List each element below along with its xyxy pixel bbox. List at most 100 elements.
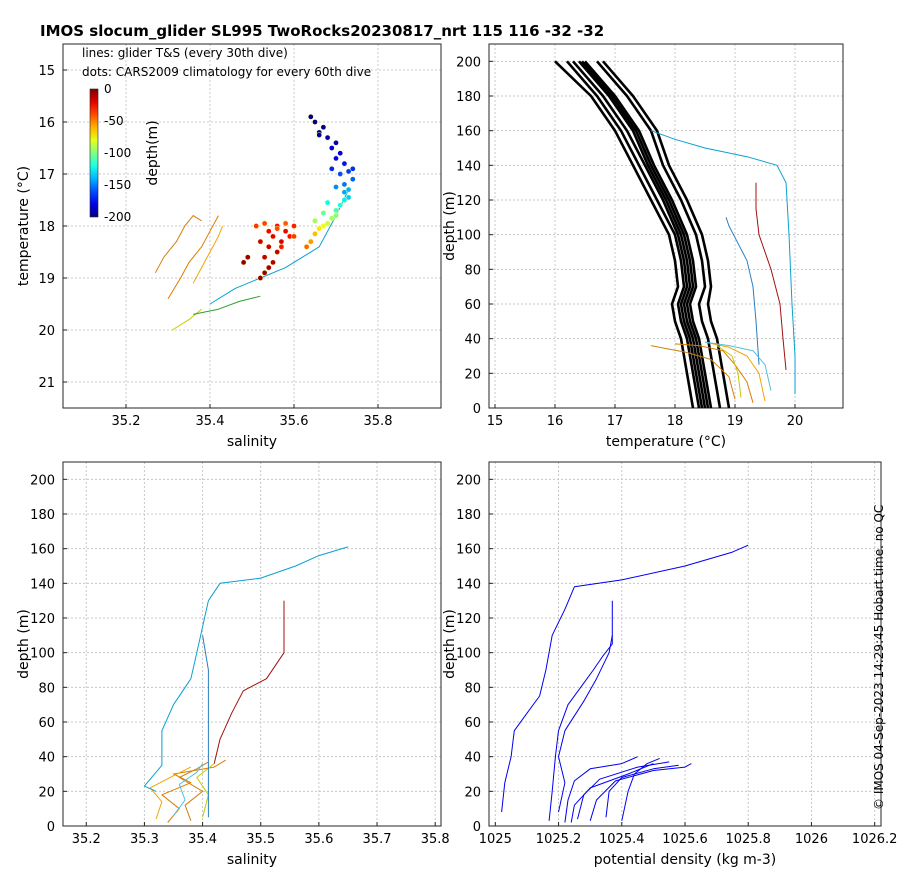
climatology-dot — [316, 225, 323, 232]
climatology-profile — [572, 60, 704, 409]
glider-temperature-profile — [755, 182, 787, 370]
climatology-profile — [602, 60, 731, 409]
climatology-dot — [270, 233, 276, 240]
axes-frame — [488, 43, 844, 409]
climatology-dot — [291, 233, 297, 240]
climatology-profile — [581, 60, 710, 409]
climatology-dot — [333, 207, 339, 214]
glider-salinity-profile — [202, 635, 209, 818]
climatology-dot — [316, 132, 323, 138]
y-tick-label: 17 — [38, 168, 55, 183]
y-tick-label: 140 — [456, 577, 481, 592]
figure-title: IMOS slocum_glider SL995 TwoRocks2023081… — [40, 22, 605, 40]
climatology-dot — [333, 184, 339, 190]
glider-density-profile — [548, 600, 613, 821]
glider-salinity-profile — [213, 600, 285, 764]
climatology-dot — [291, 223, 297, 229]
climatology-dot — [341, 181, 348, 188]
climatology-dot — [282, 228, 289, 235]
y-tick-label: 0 — [47, 820, 55, 835]
glider-temperature-profile — [704, 341, 766, 402]
x-tick-label: 17 — [607, 414, 624, 429]
y-tick-label: 200 — [456, 473, 481, 488]
climatology-dot — [261, 220, 268, 227]
glider-salinity-profile — [143, 546, 349, 792]
y-tick-label: 180 — [456, 508, 481, 523]
climatology-dot — [324, 199, 331, 206]
x-axis-label: salinity — [227, 852, 277, 868]
glider-temperature-profile — [650, 130, 796, 395]
x-tick-label: 35.2 — [112, 414, 141, 429]
x-tick-label: 35.3 — [130, 832, 159, 847]
climatology-profile — [554, 60, 695, 409]
climatology-dot — [257, 275, 264, 281]
climatology-dot — [312, 217, 318, 224]
climatology-dot — [333, 212, 339, 219]
x-tick-label: 35.5 — [246, 832, 275, 847]
glider-density-profile — [558, 635, 613, 813]
x-tick-label: 1026 — [795, 832, 828, 847]
climatology-dot — [265, 264, 272, 271]
glider-density-profile — [621, 757, 660, 821]
y-axis-label: depth (m) — [442, 191, 458, 261]
x-tick-label: 15 — [487, 414, 504, 429]
climatology-dot — [341, 189, 348, 196]
x-tick-label: 19 — [727, 414, 744, 429]
colorbar-tick-label: -100 — [104, 146, 131, 160]
y-tick-label: 20 — [38, 785, 55, 800]
glider-density-profile — [564, 756, 638, 823]
y-tick-label: 0 — [473, 820, 481, 835]
climatology-dot — [320, 124, 327, 131]
glider-salinity-profile — [196, 763, 215, 818]
x-tick-label: 16 — [547, 414, 564, 429]
climatology-dot — [253, 223, 260, 229]
glider-salinity-profile — [178, 761, 209, 821]
climatology-profile — [566, 60, 701, 409]
y-tick-label: 200 — [30, 473, 55, 488]
glider-ts-line — [193, 295, 261, 315]
y-tick-label: 160 — [30, 543, 55, 558]
colorbar-tick-label: -200 — [104, 210, 131, 224]
climatology-dot — [240, 259, 247, 266]
y-tick-label: 180 — [30, 508, 55, 523]
x-tick-label: 35.8 — [421, 832, 450, 847]
density-depth-axes: 1025 1025.2 1025.4 1025.6 1025.8 1026 1026.2 0 2… — [442, 461, 898, 868]
y-tick-label: 160 — [456, 543, 481, 558]
climatology-dot — [320, 210, 327, 216]
glider-density-profile — [570, 763, 654, 823]
glider-density-profile — [589, 763, 692, 821]
climatology-dot — [345, 168, 352, 175]
climatology-dot — [307, 113, 314, 120]
y-axis-label: depth (m) — [442, 609, 458, 679]
x-tick-label: 35.7 — [363, 832, 392, 847]
climatology-dot — [278, 243, 285, 250]
y-tick-label: 16 — [38, 116, 55, 131]
y-tick-label: 80 — [38, 681, 55, 696]
climatology-dot — [265, 243, 272, 250]
glider-salinity-profile — [173, 763, 204, 816]
glider-temperature-profile — [704, 341, 772, 391]
x-tick-label: 1026.2 — [852, 832, 898, 847]
x-tick-label: 35.6 — [304, 832, 333, 847]
glider-ts-line — [154, 215, 202, 274]
x-tick-label: 1025.6 — [662, 832, 708, 847]
climatology-dot — [324, 220, 331, 227]
y-tick-label: 180 — [456, 90, 481, 105]
climatology-dot — [244, 254, 251, 261]
climatology-dot — [349, 165, 356, 172]
climatology-dot — [337, 171, 344, 177]
y-tick-label: 18 — [38, 220, 55, 235]
climatology-dot — [345, 194, 352, 201]
x-axis-label: salinity — [227, 434, 277, 450]
glider-temperature-profile — [650, 345, 736, 400]
y-tick-label: 40 — [38, 751, 55, 766]
climatology-dot — [328, 145, 335, 151]
y-tick-label: 15 — [38, 64, 55, 79]
colorbar-tick-label: -50 — [104, 114, 124, 128]
climatology-dot — [303, 243, 310, 250]
colorbar-label: depth(m) — [145, 120, 161, 185]
temperature-depth-axes: 15 16 17 18 19 20020406080100120140160180200t… — [442, 43, 844, 450]
ts-annotations: lines: glider T&S (every 30th dive) dots… — [82, 46, 371, 79]
climatology-profile — [578, 60, 707, 409]
x-tick-label: 35.2 — [72, 832, 101, 847]
